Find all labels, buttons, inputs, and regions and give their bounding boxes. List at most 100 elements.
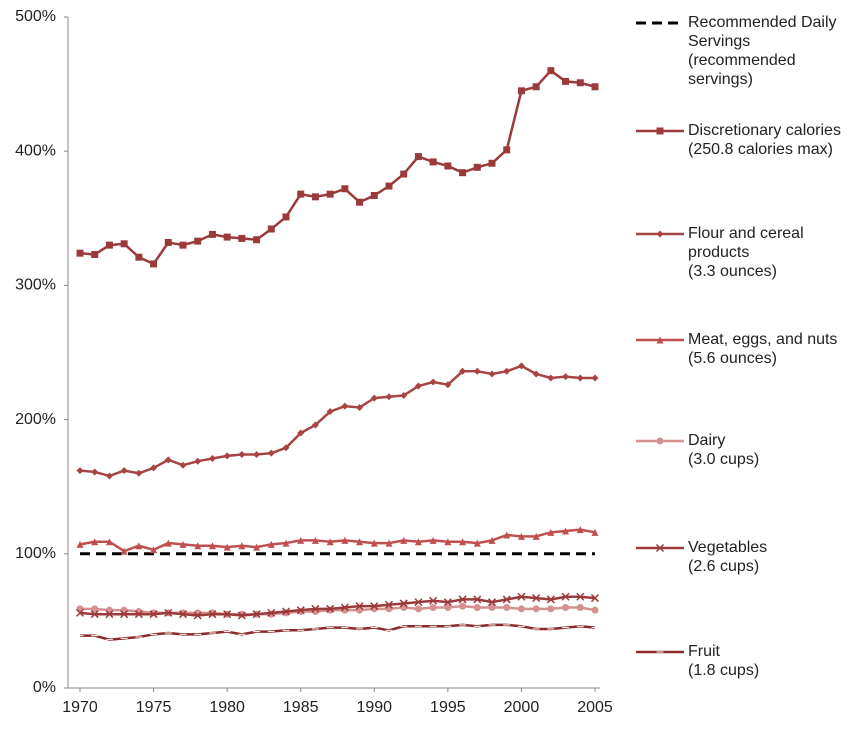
- marker: [149, 610, 158, 619]
- marker: [459, 538, 467, 546]
- marker: [502, 595, 511, 604]
- marker: [179, 461, 187, 469]
- legend-marker: [656, 437, 664, 445]
- marker: [238, 542, 246, 550]
- marker: [655, 543, 665, 553]
- marker: [547, 605, 555, 613]
- marker: [91, 538, 99, 546]
- marker: [473, 595, 482, 604]
- y-tick-label: 400%: [15, 142, 56, 159]
- marker: [370, 539, 378, 547]
- marker: [208, 455, 216, 463]
- marker: [414, 605, 422, 613]
- marker: [179, 241, 187, 249]
- legend-marker: [656, 230, 664, 238]
- marker: [120, 467, 128, 475]
- marker: [311, 536, 319, 544]
- marker: [532, 370, 540, 378]
- marker: [105, 241, 113, 249]
- marker: [517, 532, 525, 540]
- marker: [591, 83, 599, 91]
- marker: [340, 603, 349, 612]
- marker: [576, 592, 585, 601]
- marker: [223, 610, 232, 619]
- marker: [385, 539, 393, 547]
- marker: [91, 468, 99, 476]
- marker: [253, 236, 261, 244]
- marker: [562, 373, 570, 381]
- legend-label: Recommended Daily Servings (recommended …: [688, 14, 837, 88]
- marker: [444, 538, 452, 546]
- marker: [120, 240, 128, 248]
- x-tick-label: 2005: [577, 699, 613, 716]
- x-tick-label: 1975: [136, 699, 172, 716]
- legend-marker: [656, 336, 664, 344]
- marker: [473, 539, 481, 547]
- marker: [267, 449, 275, 457]
- marker: [91, 251, 99, 259]
- marker: [370, 191, 378, 199]
- marker: [150, 260, 158, 268]
- marker: [414, 382, 422, 390]
- marker: [297, 429, 305, 437]
- marker: [75, 608, 85, 617]
- marker: [562, 603, 570, 611]
- series: [76, 67, 599, 268]
- marker: [370, 394, 378, 402]
- marker: [355, 602, 364, 611]
- marker: [459, 169, 467, 177]
- marker: [414, 598, 423, 607]
- marker: [414, 153, 422, 161]
- marker: [429, 596, 438, 605]
- marker: [546, 595, 555, 604]
- marker: [443, 598, 452, 607]
- marker: [326, 190, 334, 198]
- marker: [473, 163, 481, 171]
- x-tick-label: 1970: [62, 699, 98, 716]
- series: [75, 592, 600, 620]
- marker: [326, 408, 334, 416]
- marker: [400, 391, 408, 399]
- series-line: [79, 364, 595, 478]
- marker: [517, 87, 525, 95]
- marker: [296, 606, 305, 615]
- marker: [179, 540, 187, 548]
- marker: [503, 531, 511, 539]
- marker: [562, 77, 570, 85]
- legend-label: Dairy (3.0 cups): [688, 432, 760, 468]
- marker: [164, 539, 172, 547]
- marker: [282, 444, 290, 452]
- marker: [267, 608, 276, 617]
- marker: [591, 374, 599, 382]
- marker: [429, 378, 437, 386]
- marker: [120, 610, 129, 619]
- marker: [164, 608, 173, 617]
- marker: [326, 604, 335, 613]
- marker: [656, 127, 664, 135]
- marker: [208, 542, 216, 550]
- marker: [208, 230, 216, 238]
- marker: [253, 450, 261, 458]
- marker: [444, 603, 452, 611]
- marker: [135, 542, 143, 550]
- y-tick-label: 0%: [33, 679, 56, 696]
- series-line: [79, 69, 596, 266]
- marker: [105, 538, 113, 546]
- marker: [223, 452, 231, 460]
- marker: [134, 610, 143, 619]
- marker: [91, 605, 99, 613]
- marker: [385, 393, 393, 401]
- marker: [561, 592, 570, 601]
- marker: [547, 67, 555, 75]
- marker: [503, 146, 511, 154]
- marker: [282, 539, 290, 547]
- marker: [458, 595, 467, 604]
- marker: [135, 469, 143, 477]
- marker: [267, 540, 275, 548]
- marker: [150, 464, 158, 472]
- marker: [297, 190, 305, 198]
- x-tick-label: 1995: [430, 699, 466, 716]
- marker: [591, 606, 599, 614]
- marker: [311, 421, 319, 429]
- marker: [473, 367, 481, 375]
